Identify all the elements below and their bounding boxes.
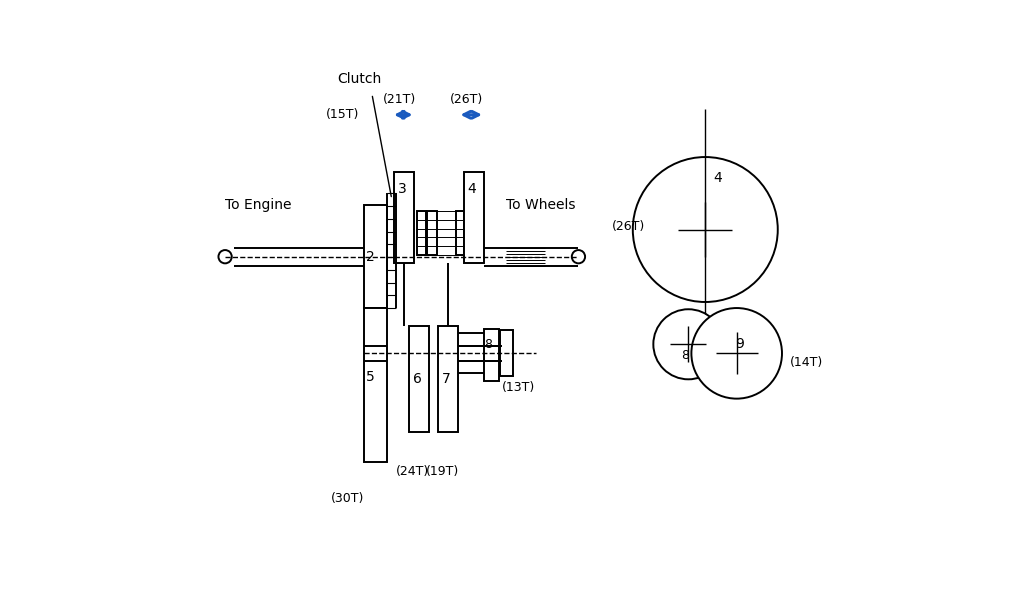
Bar bbox=[464, 172, 483, 263]
Text: 4: 4 bbox=[467, 182, 476, 196]
Text: (24T): (24T) bbox=[395, 464, 429, 478]
Text: (21T): (21T) bbox=[382, 93, 416, 106]
Circle shape bbox=[218, 250, 231, 263]
Text: 4: 4 bbox=[713, 171, 722, 185]
Text: Clutch: Clutch bbox=[338, 71, 382, 86]
Circle shape bbox=[653, 309, 723, 379]
Text: (26T): (26T) bbox=[611, 220, 645, 233]
Text: 5: 5 bbox=[366, 370, 375, 384]
Bar bbox=[417, 211, 426, 255]
Bar bbox=[364, 308, 387, 462]
Text: 8: 8 bbox=[681, 349, 689, 362]
Text: (19T): (19T) bbox=[426, 464, 459, 478]
Text: (30T): (30T) bbox=[331, 492, 365, 505]
Text: 3: 3 bbox=[397, 182, 407, 196]
Text: (14T): (14T) bbox=[790, 356, 823, 369]
Circle shape bbox=[633, 157, 778, 302]
Circle shape bbox=[571, 250, 585, 263]
Text: 8: 8 bbox=[484, 338, 493, 351]
Circle shape bbox=[691, 308, 782, 399]
Text: To Engine: To Engine bbox=[225, 198, 292, 213]
Text: 7: 7 bbox=[441, 372, 451, 386]
Text: (15T): (15T) bbox=[327, 108, 359, 121]
Bar bbox=[410, 326, 429, 432]
Text: 2: 2 bbox=[366, 249, 375, 264]
Text: To Wheels: To Wheels bbox=[506, 198, 575, 213]
Text: 9: 9 bbox=[735, 337, 744, 352]
Bar bbox=[394, 172, 414, 263]
Bar bbox=[364, 205, 387, 308]
Bar bbox=[457, 211, 464, 255]
Bar bbox=[438, 326, 459, 432]
Bar bbox=[483, 329, 499, 381]
Text: 6: 6 bbox=[413, 372, 422, 386]
Bar bbox=[500, 330, 513, 376]
Bar bbox=[427, 211, 437, 255]
Text: (26T): (26T) bbox=[450, 93, 482, 106]
Text: (13T): (13T) bbox=[503, 381, 536, 394]
